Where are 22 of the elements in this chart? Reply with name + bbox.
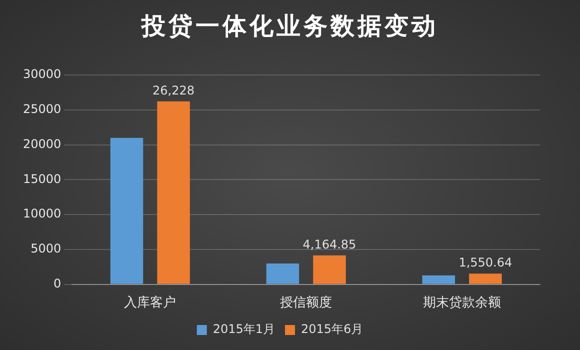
y-tick-label: 15000: [22, 172, 62, 186]
x-tick-label: 期末贷款余额: [423, 296, 502, 311]
bar: [157, 101, 190, 284]
bar: [110, 138, 144, 284]
x-tick-label: 授信额度: [280, 294, 332, 311]
y-tick-label: 5000: [30, 242, 62, 256]
bar: [313, 255, 346, 284]
y-tick-label: 10000: [22, 206, 62, 221]
y-tick-label: 30000: [22, 67, 62, 82]
x-tick-label: 入库客户: [124, 294, 176, 311]
legend-label: 2015年6月: [301, 322, 364, 336]
y-tick-label: 20000: [22, 136, 62, 151]
bar: [266, 263, 300, 284]
bar: [422, 275, 456, 284]
data-label: 1,550.64: [458, 256, 512, 270]
y-tick-label: 25000: [22, 102, 62, 116]
legend-label: 2015年1月: [212, 322, 276, 336]
y-tick-label: 0: [54, 276, 62, 291]
bar: [469, 274, 502, 284]
data-label: 26,228: [152, 83, 195, 98]
chart-title: 投贷一体化业务数据变动: [140, 11, 440, 42]
data-label: 4,164.85: [302, 237, 356, 252]
